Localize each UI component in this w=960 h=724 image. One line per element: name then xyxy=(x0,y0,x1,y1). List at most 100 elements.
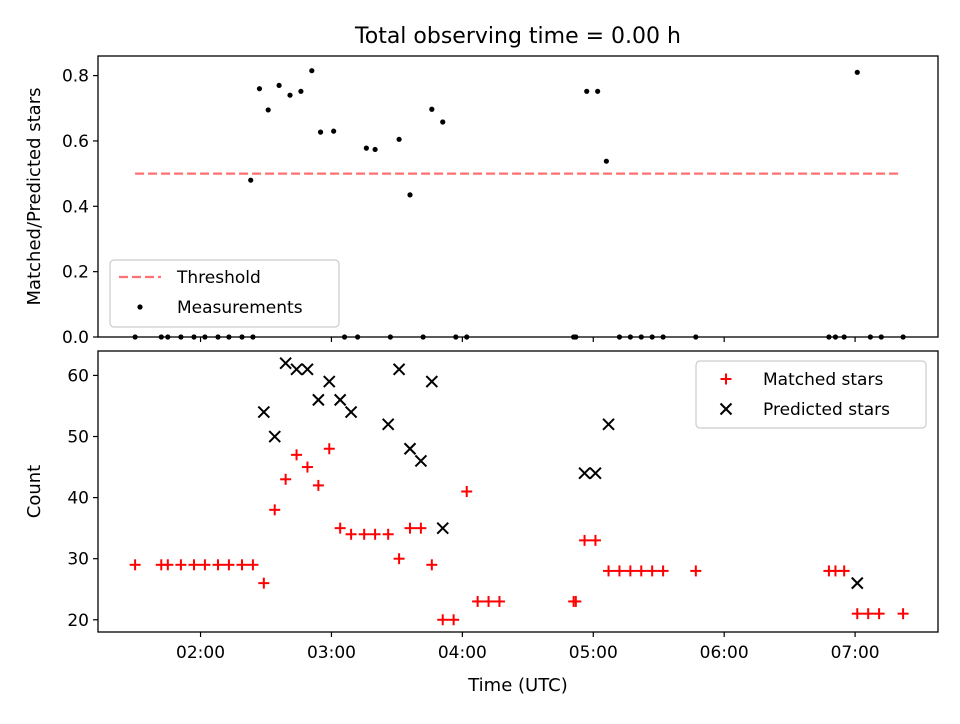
predicted-star-marker xyxy=(290,363,303,376)
predicted-star-marker xyxy=(381,418,395,431)
marker-stroke xyxy=(589,466,602,480)
matched-star-marker xyxy=(624,565,636,577)
legend: Matched stars Predicted stars xyxy=(695,360,927,429)
y-tick-label: 0.8 xyxy=(62,67,89,87)
y-tick-label: 30 xyxy=(67,550,89,570)
marker-stroke xyxy=(436,521,449,535)
marker-stroke xyxy=(425,375,439,388)
measurement-point xyxy=(372,146,378,153)
predicted-star-marker xyxy=(436,521,449,535)
measurement-point xyxy=(407,192,413,198)
matched-star-marker xyxy=(579,534,591,546)
axes-frame xyxy=(97,55,939,338)
legend-predicted-swatch xyxy=(719,402,733,416)
matched-star-marker xyxy=(345,528,357,540)
predicted-star-marker xyxy=(268,430,281,443)
matched-star-marker xyxy=(472,595,484,607)
matched-star-marker xyxy=(334,522,346,534)
y-tick-label: 0.6 xyxy=(62,132,89,152)
marker-stroke xyxy=(602,418,615,431)
x-tick-label: 05:00 xyxy=(569,643,618,663)
legend-label-matched: Matched stars xyxy=(763,370,883,390)
measurement-point xyxy=(440,119,446,125)
matched-star-marker xyxy=(323,443,335,455)
matched-star-marker xyxy=(646,565,658,577)
measurement-point xyxy=(396,136,402,142)
y-tick-label: 40 xyxy=(67,489,89,509)
marker-stroke xyxy=(301,363,314,376)
marker-stroke xyxy=(414,454,428,468)
legend-label-predicted: Predicted stars xyxy=(763,400,890,420)
marker-stroke xyxy=(268,430,281,443)
matched-star-marker xyxy=(426,559,438,571)
marker-stroke xyxy=(344,405,358,419)
measurement-point xyxy=(317,129,324,135)
legend-box xyxy=(109,259,340,328)
measurement-point xyxy=(276,82,282,89)
y-axis-label: Matched/Predicted stars xyxy=(24,88,45,306)
matched-star-marker xyxy=(247,559,259,571)
matched-star-marker xyxy=(461,486,473,497)
y-axis-label: Count xyxy=(24,465,45,518)
predicted-star-marker xyxy=(301,363,314,376)
matched-star-marker xyxy=(291,449,303,461)
predicted-star-marker xyxy=(257,405,271,419)
matched-star-marker xyxy=(312,479,324,491)
matched-star-marker xyxy=(382,528,394,540)
legend-label-measurements: Measurements xyxy=(177,298,303,318)
marker-stroke xyxy=(312,393,325,407)
y-tick-label: 60 xyxy=(67,366,89,386)
predicted-star-marker xyxy=(602,418,615,431)
top-axes: 0.0 0.2 0.4 0.6 0.8 Matched/Predicted stars Th… xyxy=(24,55,939,348)
marker-stroke xyxy=(392,363,406,376)
predicted-star-marker xyxy=(578,466,591,480)
matched-star-marker xyxy=(358,528,370,540)
y-tick-label: 0.2 xyxy=(62,263,89,283)
x-tick-label: 03:00 xyxy=(307,643,356,663)
measurement-point xyxy=(363,145,369,151)
matched-star-marker xyxy=(393,553,405,565)
y-tick-label: 0.0 xyxy=(62,328,89,348)
matched-star-marker xyxy=(258,577,270,589)
predicted-star-marker xyxy=(279,357,292,370)
matched-star-marker xyxy=(404,522,416,534)
matched-star-marker xyxy=(162,559,174,571)
marker-stroke xyxy=(851,576,864,590)
matched-star-marker xyxy=(236,559,248,571)
matched-star-marker xyxy=(851,608,863,620)
matched-star-marker xyxy=(175,559,187,571)
matched-star-marker xyxy=(603,565,615,577)
matched-star-marker xyxy=(897,608,909,620)
matched-star-marker xyxy=(212,559,224,571)
predicted-star-marker xyxy=(333,393,347,407)
predicted-star-marker xyxy=(403,442,417,455)
matched-star-marker xyxy=(483,595,495,607)
matched-star-marker xyxy=(862,608,874,620)
matched-star-marker xyxy=(635,565,647,577)
y-tick-label: 0.4 xyxy=(62,197,89,217)
matched-star-marker xyxy=(199,559,211,571)
predicted-star-marker xyxy=(425,375,439,388)
matched-star-marker xyxy=(301,461,313,473)
predicted-star-marker xyxy=(323,375,336,388)
matched-star-marker xyxy=(873,608,885,620)
matched-star-marker xyxy=(369,528,381,540)
marker-stroke xyxy=(323,375,336,388)
predicted-star-marker xyxy=(414,454,428,468)
axes-frame xyxy=(97,350,939,633)
measurement-point xyxy=(595,88,601,94)
measurement-point xyxy=(265,107,271,113)
measurement-point xyxy=(429,106,435,112)
matched-star-marker xyxy=(223,559,235,571)
x-tick-label: 04:00 xyxy=(438,643,487,663)
marker-stroke xyxy=(290,363,303,376)
matched-star-marker xyxy=(129,559,141,571)
marker-stroke xyxy=(333,393,347,407)
marker-stroke xyxy=(257,405,271,419)
matched-star-marker xyxy=(657,565,669,577)
matched-star-marker xyxy=(493,595,505,607)
predicted-star-marker xyxy=(344,405,358,419)
marker-stroke xyxy=(578,466,591,480)
